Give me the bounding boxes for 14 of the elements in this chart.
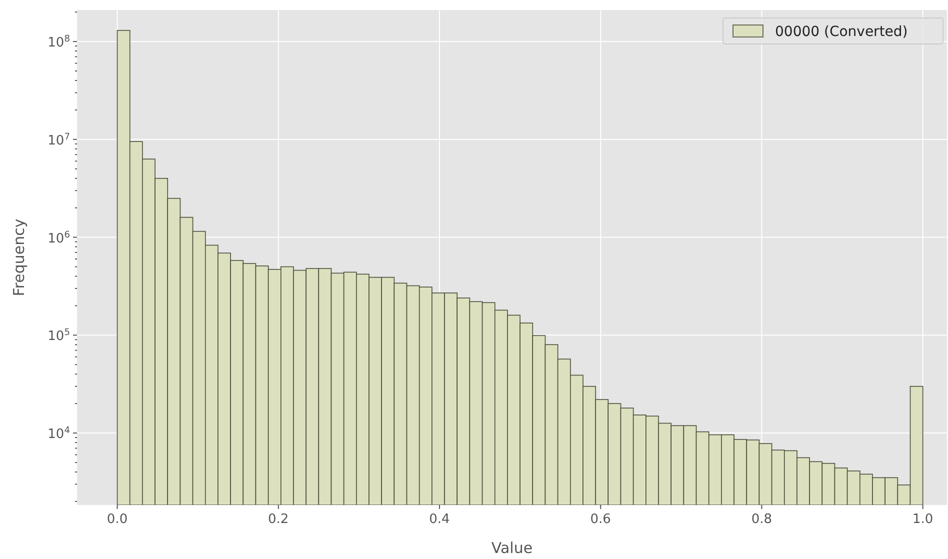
- y-tick-label: 10$^{7}$: [48, 132, 70, 148]
- x-axis-title: Value: [491, 539, 533, 557]
- y-tick-label: 10$^{5}$: [48, 328, 70, 344]
- y-tick-label: 10$^{6}$: [48, 230, 70, 246]
- x-tick-label: 1.0: [912, 512, 934, 527]
- x-tick-label: 0.2: [268, 512, 289, 527]
- x-tick-label: 0.4: [429, 512, 450, 527]
- y-tick-label: 10$^{4}$: [48, 426, 70, 442]
- y-axis-title: Frequency: [10, 218, 28, 296]
- y-tick-label: 10$^{8}$: [48, 34, 70, 51]
- x-tick-label: 0.6: [590, 512, 611, 527]
- x-tick-label: 0.0: [106, 512, 128, 527]
- legend-label: 00000 (Converted): [775, 24, 908, 40]
- x-tick-label: 0.8: [751, 512, 772, 527]
